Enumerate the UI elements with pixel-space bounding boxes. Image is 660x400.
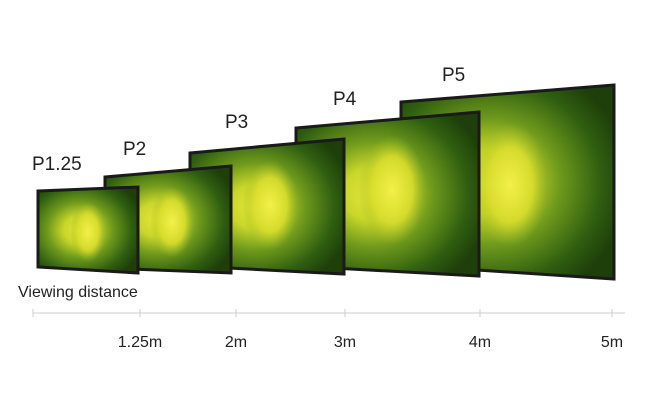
distance-label: 1.25m bbox=[118, 334, 162, 351]
axis-ticks bbox=[32, 309, 613, 317]
distance-label: 2m bbox=[225, 334, 247, 351]
distance-label: 5m bbox=[601, 334, 623, 351]
distance-label: 3m bbox=[334, 334, 356, 351]
distance-label: 4m bbox=[469, 334, 491, 351]
screen-p1-25 bbox=[36, 185, 140, 275]
screen-label: P2 bbox=[123, 139, 146, 160]
screen-label: P5 bbox=[442, 65, 465, 86]
screen-label: P3 bbox=[225, 112, 248, 133]
axis-title: Viewing distance bbox=[18, 284, 138, 301]
screen-label: P4 bbox=[333, 89, 357, 110]
screen-label: P1.25 bbox=[32, 154, 82, 175]
